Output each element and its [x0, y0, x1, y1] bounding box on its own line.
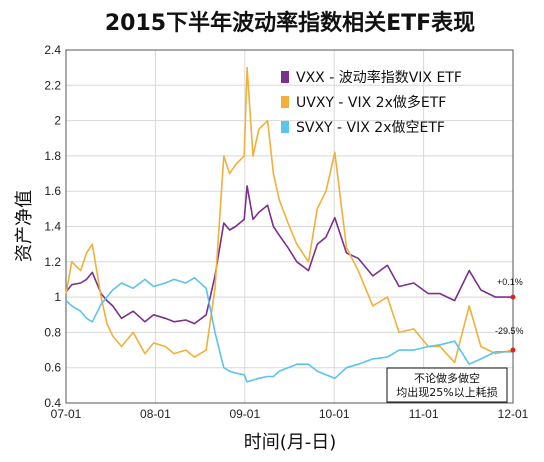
note-line-2: 均出现25%以上耗损 — [396, 385, 497, 399]
line-uvxy — [65, 66, 514, 364]
line-vxx — [65, 185, 513, 325]
end-marker — [510, 294, 516, 300]
y-tick-label: 0.4 — [44, 396, 61, 410]
x-tick-label: 09-01 — [229, 407, 260, 421]
legend-label-uvxy: UVXY - VIX 2x做多ETF — [296, 94, 446, 111]
y-tick-label: 0.8 — [44, 325, 61, 339]
x-tick-label: 07-01 — [51, 407, 82, 421]
end-label-vxx: +0.1% — [497, 277, 523, 287]
y-tick-label: 2.4 — [44, 43, 61, 57]
plot-area — [65, 49, 514, 404]
note-line-1: 不论做多做空 — [414, 371, 480, 385]
y-axis-title: 资产净值 — [14, 190, 35, 262]
legend-swatch-uvxy — [281, 96, 289, 108]
x-tick-label: 10-01 — [319, 407, 350, 421]
x-tick-label: 11-01 — [409, 407, 439, 421]
x-axis-title: 时间(月-日) — [244, 432, 337, 453]
y-tick-label: 1.8 — [44, 149, 61, 163]
legend-swatch-svxy — [281, 121, 289, 133]
end-markers — [510, 294, 516, 353]
y-tick-label: 1.4 — [44, 220, 61, 234]
y-tick-label: 2 — [54, 114, 61, 128]
legend-label-svxy: SVXY - VIX 2x做空ETF — [296, 120, 445, 136]
x-tick-label: 12-01 — [498, 407, 529, 421]
x-axis: 07-01 08-01 09-01 10-01 11-01 12-01 — [51, 407, 529, 421]
chart-title: 2015下半年波动率指数相关ETF表现 — [105, 10, 475, 36]
end-label-uvxy: -29.5% — [495, 326, 524, 336]
line-svxy — [65, 276, 513, 383]
y-tick-label: 1.2 — [44, 255, 61, 269]
end-marker — [510, 347, 516, 353]
series-lines — [65, 66, 514, 383]
y-tick-label: 2.2 — [44, 78, 61, 92]
legend: VXX - 波动率指数VIX ETF UVXY - VIX 2x做多ETF SV… — [281, 69, 462, 136]
y-tick-label: 0.6 — [44, 361, 61, 375]
legend-label-vxx: VXX - 波动率指数VIX ETF — [296, 69, 462, 86]
legend-swatch-vxx — [281, 71, 289, 83]
y-tick-label: 1 — [54, 290, 61, 304]
x-tick-label: 08-01 — [140, 407, 171, 421]
note-box: 不论做多做空 均出现25%以上耗损 — [386, 367, 508, 403]
y-tick-label: 1.6 — [44, 184, 61, 198]
y-axis: 0.4 0.6 0.8 1 1.2 1.4 1.6 1.8 2 2.2 2.4 — [44, 43, 61, 410]
